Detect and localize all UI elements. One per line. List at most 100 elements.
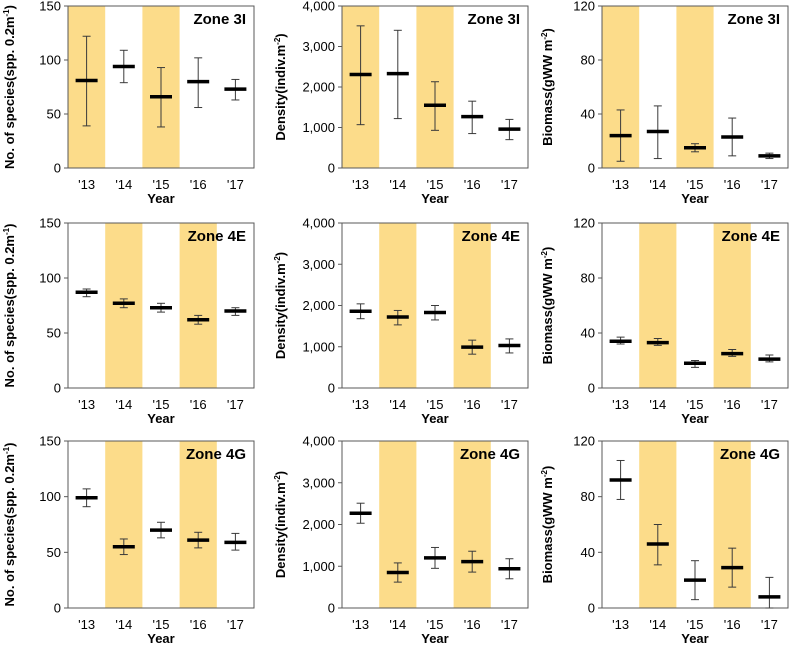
y-axis-title: Biomass(gWW m-2) xyxy=(540,466,555,584)
y-tick-label: 50 xyxy=(47,107,61,122)
x-tick-label: '13 xyxy=(352,177,369,192)
y-tick-label: 1,000 xyxy=(302,339,335,354)
x-tick-label: '14 xyxy=(649,617,666,632)
y-axis-title: No. of species(spp. 0.2m-1) xyxy=(2,443,17,607)
y-tick-label: 40 xyxy=(581,107,595,122)
zone-label: Zone 4G xyxy=(460,446,520,463)
y-axis-title: Biomass(gWW m-2) xyxy=(540,247,555,365)
x-axis-title: Year xyxy=(421,191,448,206)
plot-frame xyxy=(601,222,789,389)
x-tick-label: '15 xyxy=(153,177,170,192)
y-tick-label: 2,000 xyxy=(302,298,335,313)
x-tick-label: '14 xyxy=(389,617,406,632)
y-tick-label: 80 xyxy=(581,271,595,286)
plot-frame xyxy=(67,440,255,609)
highlight-band xyxy=(639,223,677,388)
highlight-band xyxy=(379,223,417,388)
y-axis-title: Density(indiv.m-2) xyxy=(273,33,288,140)
plot-frame xyxy=(341,440,529,609)
x-tick-label: '15 xyxy=(687,617,704,632)
y-axis-title: Density(indiv.m-2) xyxy=(273,252,288,359)
x-tick-label: '13 xyxy=(78,617,95,632)
plot-frame xyxy=(67,5,255,169)
zone-label: Zone 3I xyxy=(727,11,780,28)
plot-frame xyxy=(67,222,255,389)
x-tick-label: '16 xyxy=(190,617,207,632)
y-tick-label: 4,000 xyxy=(302,434,335,449)
chart-zone-4g-density: 0 1,000 2,000 3,000 4,000 '13 '14 '15 '16 '17 Year… xyxy=(273,434,529,646)
zone-label: Zone 3I xyxy=(467,11,520,28)
y-axis-title: Biomass(gWW m-2) xyxy=(540,28,555,146)
x-tick-label: '13 xyxy=(612,617,629,632)
y-tick-label: 150 xyxy=(39,216,61,231)
x-tick-label: '16 xyxy=(464,397,481,412)
highlight-band xyxy=(453,441,491,608)
x-tick-label: '17 xyxy=(227,397,244,412)
y-tick-label: 50 xyxy=(47,326,61,341)
x-tick-label: '15 xyxy=(427,397,444,412)
y-tick-label: 0 xyxy=(54,601,61,616)
zone-label: Zone 4E xyxy=(722,228,780,245)
y-tick-label: 40 xyxy=(581,326,595,341)
y-tick-label: 120 xyxy=(573,216,595,231)
x-tick-label: '17 xyxy=(761,177,778,192)
chart-zone-4e-species: 0 50 100 150 '13 '14 '15 '16 '17 Year No. of speci… xyxy=(2,216,255,426)
x-tick-label: '15 xyxy=(687,177,704,192)
y-tick-label: 0 xyxy=(328,161,335,176)
highlight-band xyxy=(179,441,217,608)
y-tick-label: 100 xyxy=(39,489,61,504)
y-tick-label: 1,000 xyxy=(302,559,335,574)
x-tick-label: '15 xyxy=(427,177,444,192)
x-tick-label: '16 xyxy=(464,177,481,192)
chart-zone-3i-biomass: 0 40 80 120 '13 '14 '15 '16 '17 Year Biomass(gWW m… xyxy=(540,0,789,206)
chart-zone-4g-biomass: 0 40 80 120 '13 '14 '15 '16 '17 Year Biomass(gWW m… xyxy=(540,434,789,646)
x-tick-label: '16 xyxy=(724,617,741,632)
x-tick-label: '15 xyxy=(427,617,444,632)
x-tick-label: '15 xyxy=(153,617,170,632)
chart-zone-3i-density: 0 1,000 2,000 3,000 4,000 '13 '14 '15 '16 '17 Year… xyxy=(273,0,529,206)
x-tick-label: '13 xyxy=(352,617,369,632)
x-tick-label: '14 xyxy=(115,397,132,412)
y-tick-label: 0 xyxy=(54,161,61,176)
y-tick-label: 3,000 xyxy=(302,39,335,54)
x-tick-label: '17 xyxy=(761,397,778,412)
highlight-band xyxy=(453,223,491,388)
y-tick-label: 0 xyxy=(328,381,335,396)
x-tick-label: '13 xyxy=(612,397,629,412)
highlight-band xyxy=(713,223,751,388)
x-tick-label: '17 xyxy=(501,617,518,632)
x-tick-label: '17 xyxy=(761,617,778,632)
y-tick-label: 2,000 xyxy=(302,517,335,532)
x-axis-title: Year xyxy=(681,411,708,426)
zone-label: Zone 4E xyxy=(188,228,246,245)
y-tick-label: 1,000 xyxy=(302,120,335,135)
zone-label: Zone 4G xyxy=(186,446,246,463)
x-axis-title: Year xyxy=(421,631,448,646)
y-tick-label: 0 xyxy=(54,381,61,396)
x-tick-label: '13 xyxy=(78,177,95,192)
x-axis-title: Year xyxy=(147,411,174,426)
x-tick-label: '17 xyxy=(501,397,518,412)
y-tick-label: 0 xyxy=(588,161,595,176)
x-tick-label: '17 xyxy=(501,177,518,192)
y-tick-label: 100 xyxy=(39,53,61,68)
x-tick-label: '15 xyxy=(687,397,704,412)
y-tick-label: 4,000 xyxy=(302,0,335,14)
highlight-band xyxy=(379,441,417,608)
y-tick-label: 0 xyxy=(328,601,335,616)
zone-label: Zone 4G xyxy=(720,446,780,463)
highlight-band xyxy=(676,6,714,168)
y-tick-label: 3,000 xyxy=(302,257,335,272)
y-tick-label: 100 xyxy=(39,271,61,286)
y-tick-label: 40 xyxy=(581,545,595,560)
chart-zone-3i-species: 0 50 100 150 '13 '14 '15 '16 '17 Year No. of speci… xyxy=(2,0,255,206)
x-tick-label: '13 xyxy=(352,397,369,412)
x-tick-label: '15 xyxy=(153,397,170,412)
x-axis-title: Year xyxy=(681,631,708,646)
y-tick-label: 150 xyxy=(39,0,61,14)
x-tick-label: '17 xyxy=(227,617,244,632)
y-axis-title: Density(indiv.m-2) xyxy=(273,471,288,578)
y-tick-label: 120 xyxy=(573,434,595,449)
x-tick-label: '14 xyxy=(649,397,666,412)
y-tick-label: 150 xyxy=(39,434,61,449)
